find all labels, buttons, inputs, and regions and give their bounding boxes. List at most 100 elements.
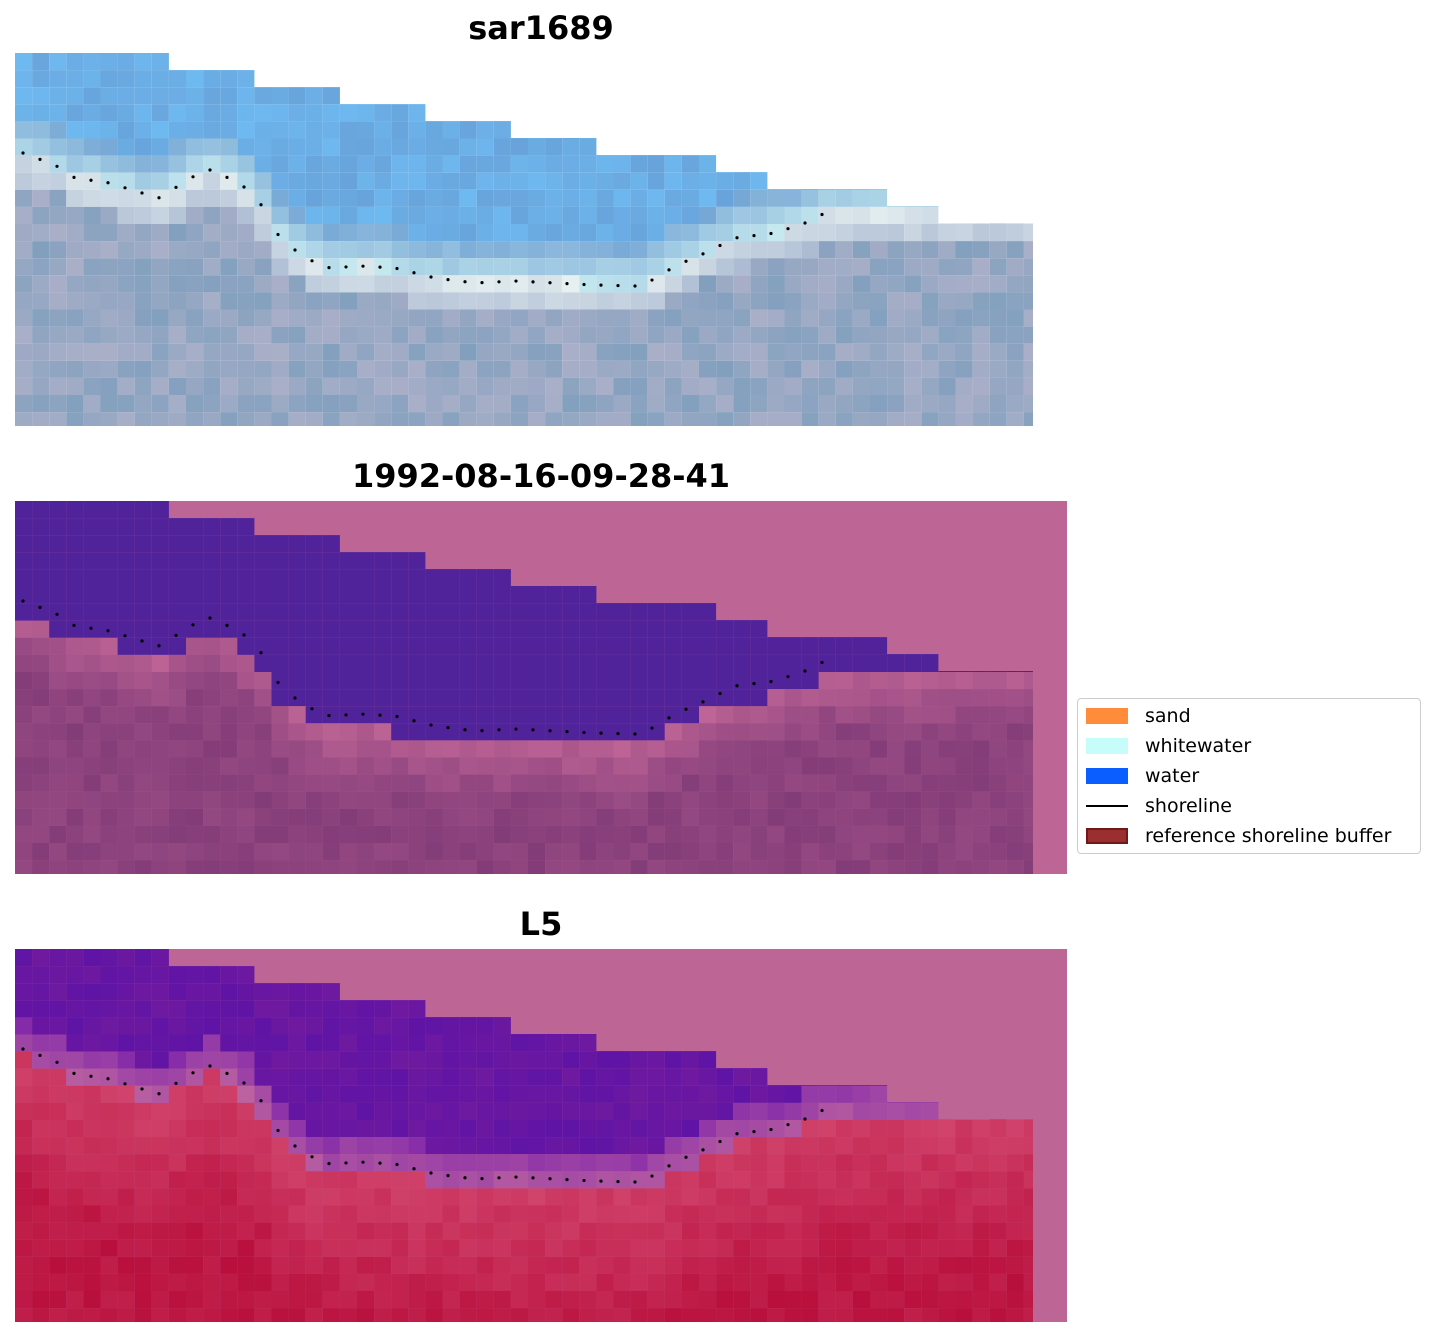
shoreline-dot — [769, 1127, 773, 1132]
shoreline-dot — [429, 723, 433, 727]
shoreline-dot — [480, 281, 484, 285]
shoreline-dot — [412, 271, 416, 275]
image-panel-1 — [15, 53, 1033, 426]
shoreline-dot — [106, 1077, 110, 1081]
shoreline-dot — [667, 716, 671, 720]
shoreline-dot — [718, 691, 722, 696]
shoreline-dot — [633, 732, 637, 736]
shoreline-dot — [752, 234, 756, 238]
shoreline-dot — [429, 275, 433, 279]
reference-buffer-swatch — [1086, 828, 1128, 844]
legend-item-shoreline: shoreline — [1086, 795, 1232, 817]
shoreline-dot — [463, 728, 467, 732]
shoreline-dot — [820, 1108, 824, 1113]
shoreline-dot — [225, 1071, 229, 1075]
shoreline-dot — [55, 164, 59, 168]
shoreline-dot — [548, 281, 552, 285]
shoreline-dot — [701, 1148, 705, 1152]
shoreline-dot — [174, 1081, 178, 1085]
shoreline-dot — [378, 265, 382, 269]
shoreline-dot — [361, 712, 365, 716]
legend-label-whitewater: whitewater — [1145, 735, 1252, 757]
shoreline-dot — [123, 1082, 127, 1086]
shoreline-dot — [55, 612, 59, 616]
shoreline-dot — [616, 1179, 620, 1184]
shoreline-dot — [497, 280, 501, 284]
shoreline-dot — [565, 282, 569, 286]
shoreline-dot — [157, 1092, 161, 1096]
water-swatch — [1086, 768, 1128, 784]
shoreline-dot — [616, 283, 620, 288]
legend-label-sand: sand — [1145, 705, 1191, 727]
shoreline-dot — [174, 185, 178, 189]
shoreline-dot — [582, 1178, 586, 1183]
shoreline-dot — [293, 696, 297, 700]
shoreline-dot — [820, 212, 824, 217]
shoreline-dot — [123, 634, 127, 638]
panel-title-2: 1992-08-16-09-28-41 — [351, 457, 731, 495]
shoreline-dot — [803, 1117, 807, 1121]
shoreline-dot — [667, 268, 671, 272]
shoreline-dot — [89, 1074, 93, 1078]
shoreline-dot — [633, 284, 637, 288]
shoreline-dot — [21, 151, 25, 155]
shoreline-dot — [565, 730, 569, 734]
shoreline-dot — [582, 282, 586, 287]
shoreline-dot — [395, 714, 399, 719]
panel-title-1: sar1689 — [468, 9, 614, 47]
shoreline-dot — [667, 1164, 671, 1168]
shoreline-dot — [242, 633, 246, 637]
shoreline-dot — [106, 181, 110, 185]
shoreline-dot — [208, 1064, 212, 1068]
shoreline-dot — [344, 1161, 348, 1165]
legend-item-reference-buffer: reference shoreline buffer — [1086, 825, 1391, 847]
shoreline-dot — [38, 157, 42, 161]
shoreline-dot — [565, 1178, 569, 1182]
shoreline-dot — [89, 178, 93, 182]
shoreline-dot — [650, 726, 654, 730]
shoreline-dot — [38, 1053, 42, 1057]
shoreline-dot — [361, 264, 365, 268]
shoreline-dot — [395, 1162, 399, 1167]
shoreline-dot — [395, 266, 399, 271]
legend-item-water: water — [1086, 765, 1199, 787]
shoreline-dot — [463, 1176, 467, 1180]
shoreline-dot — [72, 623, 76, 627]
shoreline-dot — [599, 731, 603, 735]
shoreline-dot — [106, 629, 110, 633]
shoreline-dot — [123, 186, 127, 190]
shoreline-dot — [89, 626, 93, 630]
shoreline-dot — [327, 714, 331, 718]
shoreline-dot — [497, 728, 501, 732]
shoreline-dot — [276, 680, 280, 685]
shoreline-dot — [446, 726, 450, 730]
shoreline-dot — [480, 729, 484, 733]
shoreline-dot — [259, 651, 263, 655]
shoreline-dot — [769, 679, 773, 684]
shoreline-dot — [412, 719, 416, 723]
shoreline-dot — [599, 283, 603, 287]
shoreline-dot — [820, 660, 824, 665]
shoreline-dot — [548, 729, 552, 733]
legend-item-sand: sand — [1086, 705, 1191, 727]
shoreline-dot — [514, 727, 518, 731]
shoreline-dot — [327, 1162, 331, 1166]
shoreline-dot — [616, 731, 620, 736]
shoreline-dot — [293, 1144, 297, 1148]
shoreline-dot — [531, 728, 535, 732]
shoreline-dot — [310, 707, 314, 711]
shoreline-dot — [225, 175, 229, 179]
legend: sand whitewater water shoreline referenc… — [1077, 698, 1421, 854]
shoreline-dot — [310, 259, 314, 263]
shoreline-dot — [497, 1176, 501, 1180]
sand-swatch — [1086, 708, 1128, 724]
shoreline-dot — [752, 682, 756, 686]
shoreline-dot — [531, 1176, 535, 1180]
shoreline-dot — [446, 1174, 450, 1178]
shoreline-dot — [344, 265, 348, 269]
legend-label-shoreline: shoreline — [1145, 795, 1232, 817]
shoreline-dot — [582, 730, 586, 735]
legend-item-whitewater: whitewater — [1086, 735, 1251, 757]
shoreline-dot — [531, 280, 535, 284]
